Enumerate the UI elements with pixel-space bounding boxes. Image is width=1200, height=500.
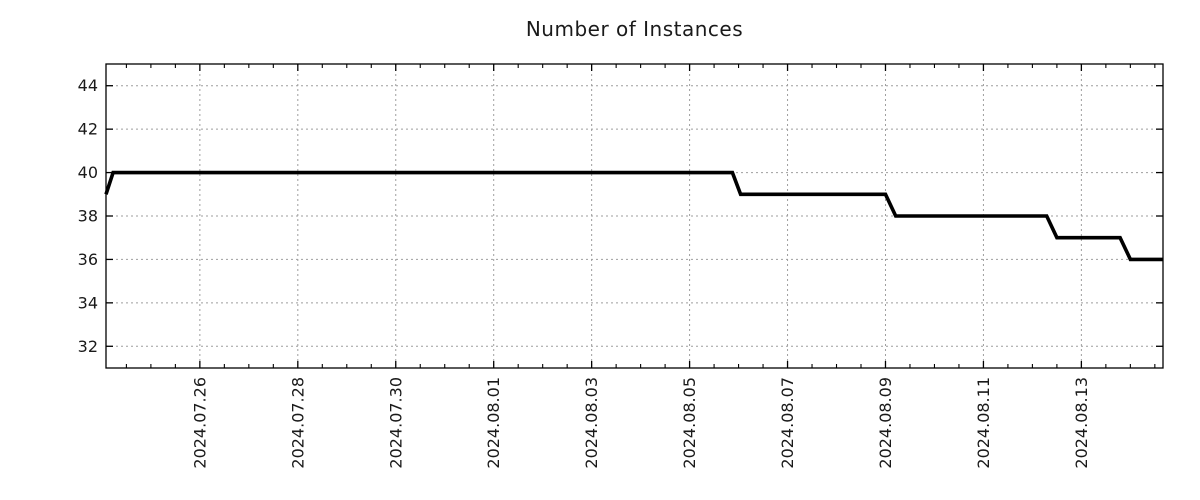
series-line-instances <box>104 170 1163 262</box>
x-tick-label: 2024.08.13 <box>1072 377 1091 469</box>
chart-title: Number of Instances <box>525 17 744 41</box>
x-tick-label: 2024.08.01 <box>484 377 503 469</box>
x-tick-label: 2024.08.03 <box>582 377 601 469</box>
x-tick-label: 2024.07.28 <box>288 377 307 469</box>
x-tick-label: 2024.08.07 <box>778 377 797 469</box>
y-tick-label: 40 <box>78 163 98 182</box>
y-tick-label: 34 <box>78 293 98 312</box>
y-tick-label: 44 <box>78 76 98 95</box>
y-tick-label: 32 <box>78 337 98 356</box>
y-tick-label: 42 <box>78 120 98 139</box>
y-tick-label: 36 <box>78 250 98 269</box>
x-tick-label: 2024.07.30 <box>386 377 405 469</box>
x-tick-label: 2024.07.26 <box>190 377 209 469</box>
x-tick-label: 2024.08.11 <box>974 377 993 469</box>
x-tick-label: 2024.08.09 <box>876 377 895 469</box>
y-tick-label: 38 <box>78 207 98 226</box>
x-tick-label: 2024.08.05 <box>680 377 699 469</box>
